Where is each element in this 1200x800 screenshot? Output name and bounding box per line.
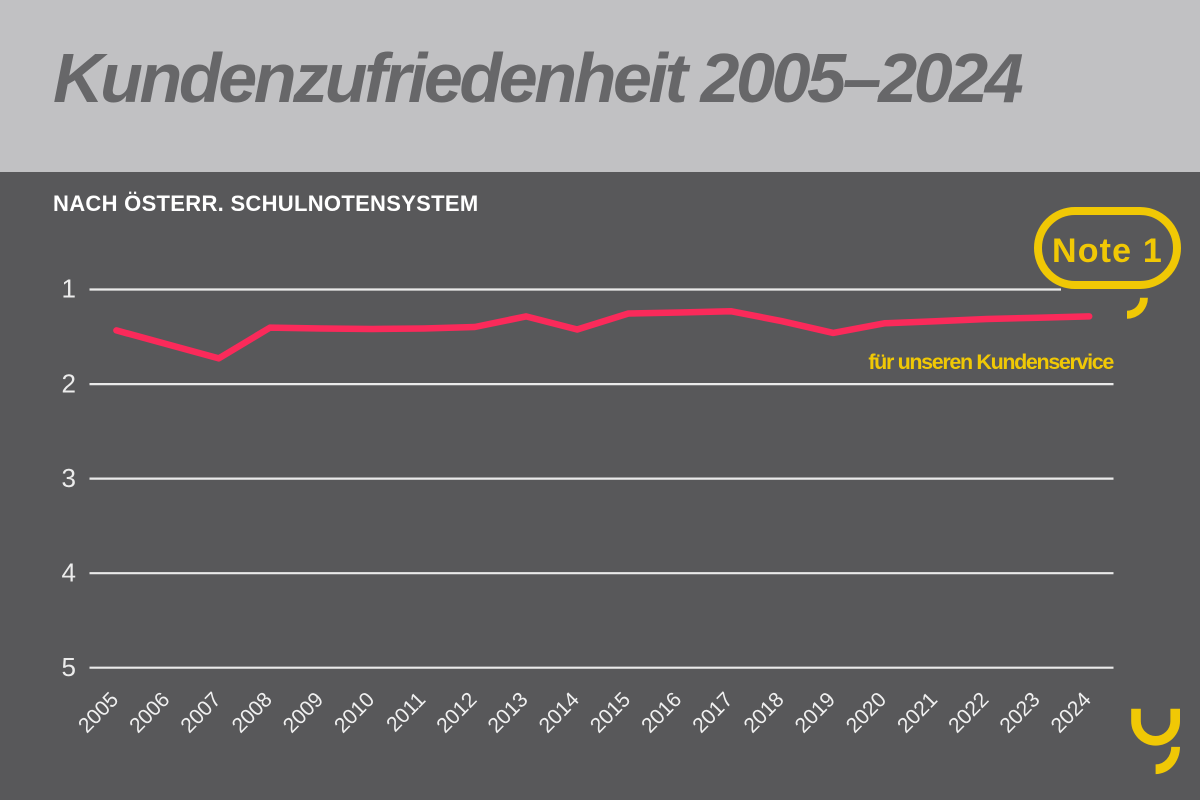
- svg-text:2011: 2011: [382, 688, 430, 736]
- svg-text:2020: 2020: [842, 688, 891, 737]
- svg-text:2: 2: [62, 369, 76, 399]
- svg-text:2014: 2014: [535, 688, 584, 738]
- svg-text:2017: 2017: [688, 688, 737, 737]
- svg-text:2006: 2006: [125, 688, 174, 737]
- svg-text:1: 1: [62, 274, 76, 304]
- svg-text:4: 4: [62, 558, 76, 588]
- svg-text:2012: 2012: [432, 688, 481, 737]
- svg-text:2016: 2016: [637, 688, 686, 737]
- svg-text:2024: 2024: [1047, 688, 1096, 738]
- svg-text:2008: 2008: [228, 688, 277, 737]
- svg-text:2013: 2013: [484, 688, 533, 737]
- svg-text:3: 3: [62, 463, 76, 493]
- svg-text:5: 5: [62, 652, 76, 682]
- svg-text:2007: 2007: [176, 688, 225, 737]
- svg-text:2023: 2023: [995, 688, 1044, 737]
- svg-text:2005: 2005: [74, 688, 123, 737]
- svg-text:2009: 2009: [279, 688, 328, 737]
- svg-text:2015: 2015: [586, 688, 635, 737]
- svg-text:2021: 2021: [893, 688, 942, 737]
- svg-text:2018: 2018: [740, 688, 789, 737]
- svg-text:2022: 2022: [944, 688, 993, 737]
- svg-text:2010: 2010: [330, 688, 379, 737]
- svg-text:2019: 2019: [791, 688, 840, 737]
